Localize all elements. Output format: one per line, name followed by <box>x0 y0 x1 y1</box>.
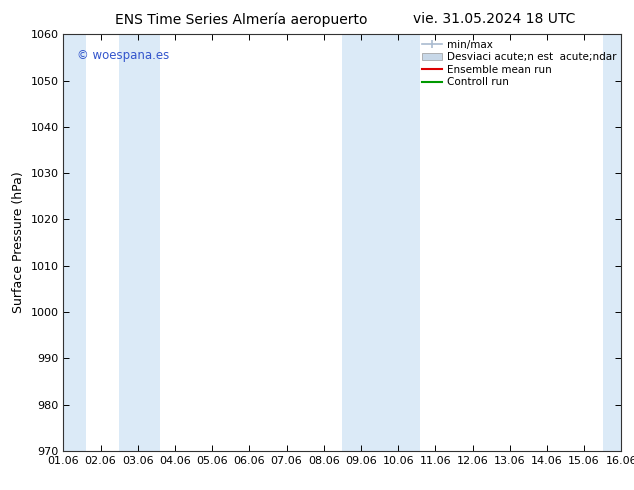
Bar <box>63 34 86 451</box>
Legend: min/max, Desviaci acute;n est  acute;ndar, Ensemble mean run, Controll run: min/max, Desviaci acute;n est acute;ndar… <box>420 37 618 89</box>
Bar <box>342 34 420 451</box>
Text: © woespana.es: © woespana.es <box>77 49 170 62</box>
Text: vie. 31.05.2024 18 UTC: vie. 31.05.2024 18 UTC <box>413 12 576 26</box>
Text: ENS Time Series Almería aeropuerto: ENS Time Series Almería aeropuerto <box>115 12 367 27</box>
Bar <box>119 34 160 451</box>
Bar <box>603 34 621 451</box>
Y-axis label: Surface Pressure (hPa): Surface Pressure (hPa) <box>12 172 25 314</box>
